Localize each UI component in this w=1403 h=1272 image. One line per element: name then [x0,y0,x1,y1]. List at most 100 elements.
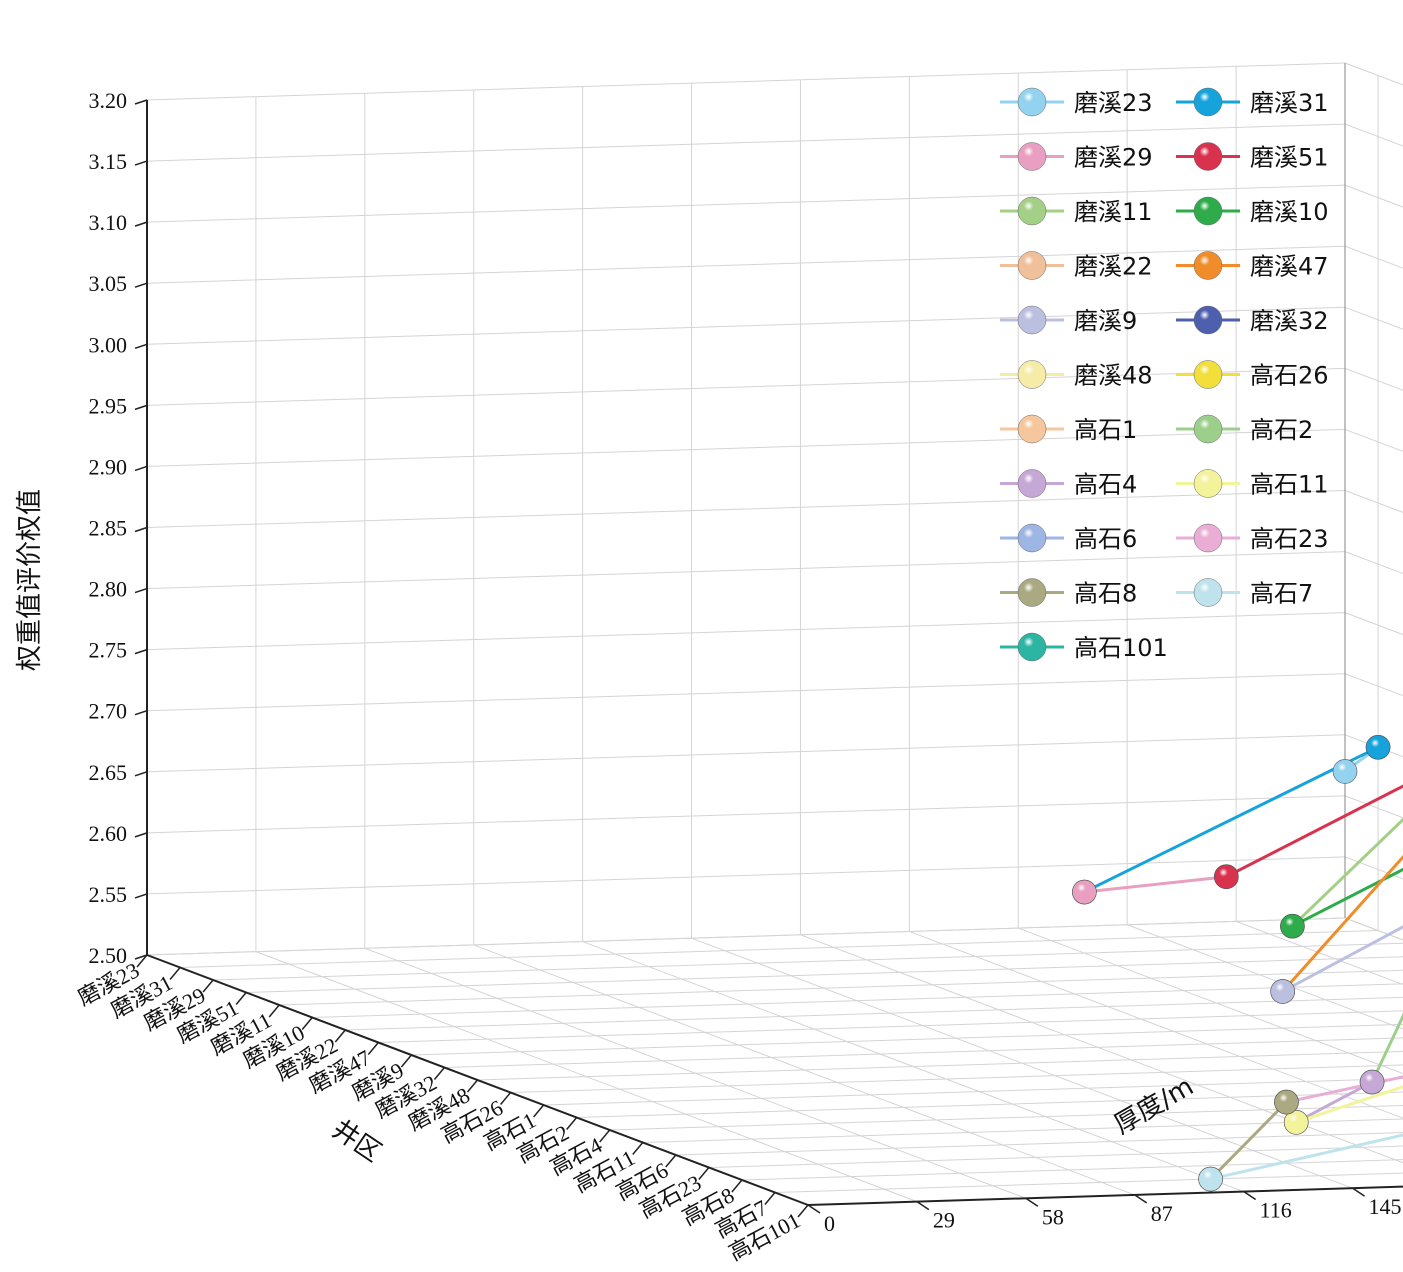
x-tick-mark [169,967,181,980]
series-marker [1283,1110,1309,1135]
z-tick-mark [134,282,148,288]
series-marker [1270,979,1295,1004]
series-line [1291,867,1403,928]
legend-marker [1193,360,1223,389]
series-line [1209,1101,1288,1181]
legend-label: 高石11 [1250,471,1329,499]
series-line [1281,854,1403,993]
z-tick-label: 3.20 [89,88,128,113]
floor-grid-x [510,1064,1403,1093]
wall-grid-z [146,62,1346,101]
z-tick-label: 3.10 [89,210,128,235]
legend-label: 磨溪10 [1250,198,1329,226]
wall-grid-z [146,673,1346,712]
legend-marker [1193,414,1223,444]
legend-marker [1193,523,1223,553]
wall-grid-z [146,245,1346,284]
floor-grid-y [800,934,1403,1164]
x-tick-mark [797,1204,809,1218]
legend-label: 磨溪23 [1074,89,1153,117]
z-tick-label: 2.90 [89,454,128,479]
z-tick-mark [134,99,148,105]
legend-label: 高石6 [1074,525,1137,553]
series-line [1286,1075,1403,1104]
legend-label: 高石101 [1074,634,1168,662]
legend-marker [1193,469,1223,498]
floor-grid-x [642,1118,1403,1143]
wall-grid-z [146,551,1346,590]
wall-grid-z [146,917,1346,956]
floor-grid-y [255,951,918,1203]
series-line [1210,1133,1403,1181]
series-marker [1332,759,1358,784]
legend-label: 磨溪29 [1074,144,1153,172]
y-axis-label: 厚度/m [1109,1072,1199,1141]
z-tick-mark [134,160,148,166]
y-tick-label: 29 [933,1208,955,1233]
legend-label: 磨溪22 [1074,253,1153,281]
legend-marker [1017,360,1047,389]
floor-grid-x [444,1037,1403,1068]
series-line [1295,1080,1373,1124]
x-tick-mark [698,1167,710,1180]
x-tick-mark [136,954,148,968]
legend-label: 磨溪47 [1250,253,1329,281]
wall-grid-z [1344,917,1403,941]
legend-label: 高石2 [1250,416,1313,444]
x-tick-mark [334,1029,346,1043]
floor-grid-y [1018,927,1403,1075]
y-tick-label: 0 [824,1211,835,1236]
floor-grid-y [582,941,1244,1193]
legend-label: 磨溪48 [1074,362,1153,390]
legend-marker [1017,469,1047,498]
z-tick-mark [134,832,148,838]
series-marker [1214,864,1239,890]
series-line [1291,817,1403,928]
y-tick-mark [1243,1190,1257,1201]
wall-grid-z [146,612,1346,651]
legend-marker [1017,414,1047,444]
legend-label: 磨溪51 [1250,144,1329,172]
legend-label: 高石7 [1250,580,1313,608]
wall-grid-z [146,856,1346,895]
floor-grid-x [246,956,1403,993]
floor-grid-x [477,1050,1403,1081]
floor-grid-y [1344,917,1403,941]
legend-marker [1017,632,1047,662]
x-tick-mark [466,1079,479,1093]
legend-label: 磨溪11 [1074,198,1153,226]
z-tick-label: 2.80 [89,577,128,602]
z-tick-label: 2.50 [89,943,128,968]
wall-grid-z [146,734,1346,773]
z-tick-label: 3.00 [89,332,128,357]
x-tick-mark [499,1092,512,1105]
z-tick-label: 2.55 [89,882,128,907]
z-tick-label: 2.75 [89,638,128,663]
x-tick-mark [400,1054,412,1068]
y-tick-mark [807,1204,821,1214]
wall-grid-z [146,795,1346,834]
x-tick-mark [665,1154,677,1168]
z-tick-mark [134,710,148,716]
z-tick-mark [134,404,148,411]
x-tick-mark [632,1142,644,1155]
x-tick-mark [731,1179,743,1193]
y-tick-label: 58 [1042,1204,1064,1229]
z-tick-mark [134,893,148,899]
series-marker [1359,1069,1385,1095]
legend-marker [1193,251,1223,280]
z-tick-label: 3.05 [89,271,128,296]
z-axis-label: 权重值评价权值 [15,489,45,671]
z-tick-mark [134,954,148,960]
axes [134,63,1403,1218]
floor-grid-x [180,930,1379,968]
floor-grid-y [909,930,1403,1119]
z-tick-mark [134,648,148,655]
legend-label: 高石26 [1250,362,1329,390]
wall-grid-z [146,367,1346,406]
floor-grid-x [345,996,1403,1031]
legend-label: 高石23 [1250,525,1329,553]
z-tick-mark [134,343,148,349]
x-tick-mark [764,1192,776,1205]
